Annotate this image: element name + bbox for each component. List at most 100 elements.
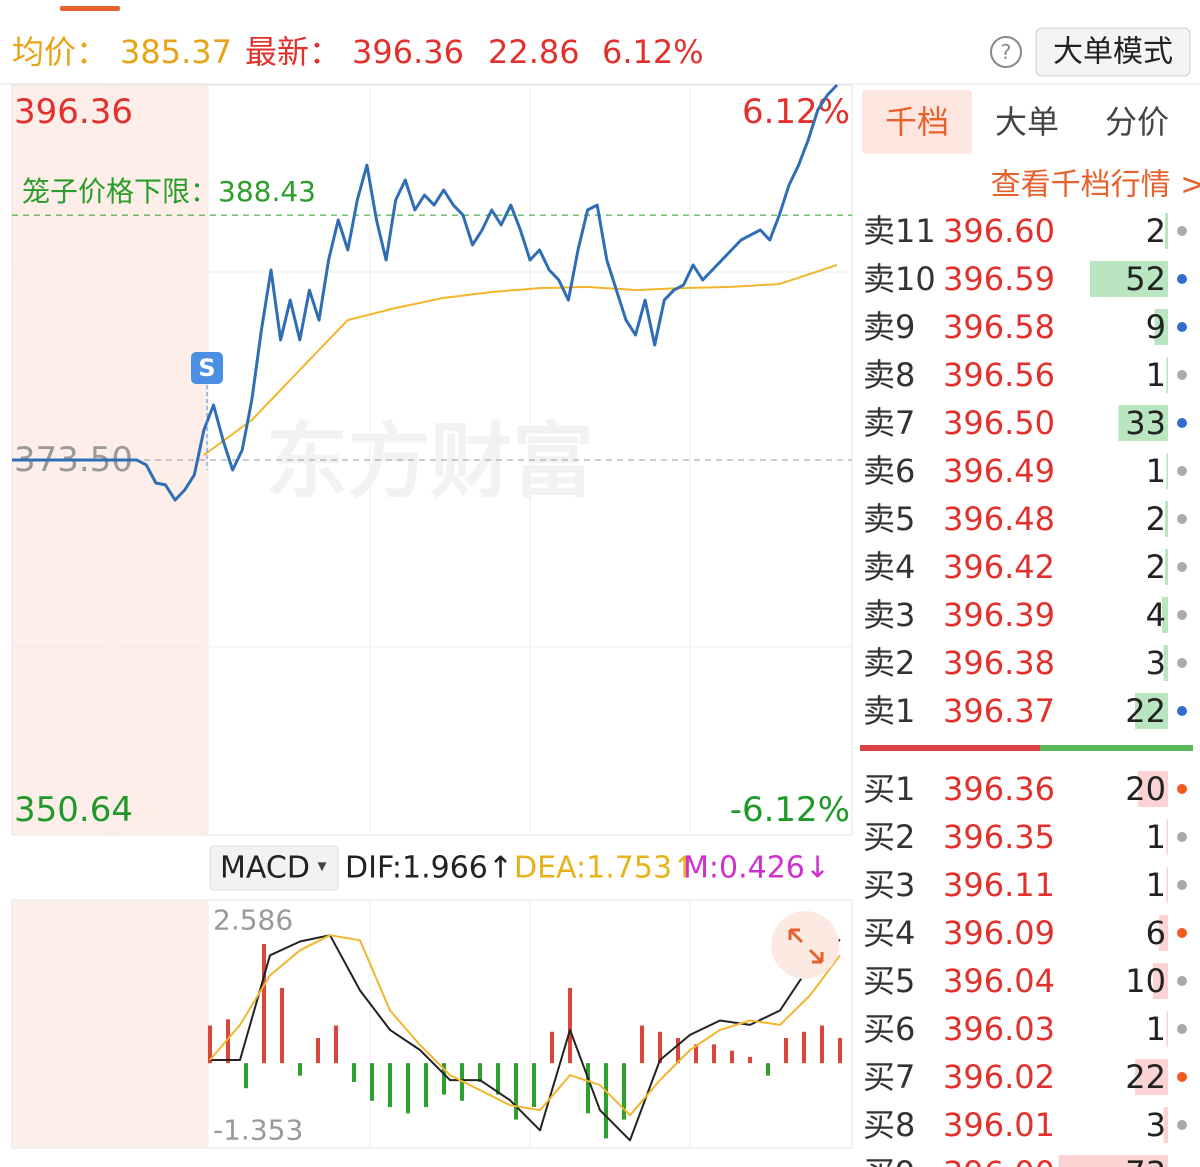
level-dot (1177, 784, 1187, 794)
macd-bar (262, 944, 266, 1064)
macd-bar (496, 1063, 500, 1095)
level-price: 396.58 (943, 308, 1055, 346)
volume-bar (1153, 963, 1168, 999)
macd-bar (730, 1050, 734, 1064)
latest-label: 最新： (245, 33, 341, 71)
expand-button[interactable] (771, 911, 839, 979)
level-dot (1177, 610, 1187, 620)
volume-bar (1166, 1011, 1168, 1047)
tab[interactable]: 大单 (995, 103, 1059, 141)
macd-tick-label: -1.353 (213, 1114, 303, 1147)
y-tick-label: 350.64 (14, 790, 133, 830)
level-dot (1177, 832, 1187, 842)
mode-button[interactable] (1035, 27, 1191, 77)
volume-bar (1165, 549, 1168, 585)
macd-bar (658, 1031, 662, 1064)
y-tick-label: 396.36 (14, 92, 133, 132)
macd-bar (604, 1063, 608, 1139)
level-label: 卖6 (863, 452, 915, 490)
macd-bar (568, 987, 572, 1064)
volume-bar (1166, 357, 1168, 393)
level-dot (1177, 706, 1187, 716)
level-label: 卖2 (863, 644, 915, 682)
macd-bar (640, 1025, 644, 1064)
dropdown-icon[interactable]: ▾ (317, 856, 326, 877)
level-price: 396.37 (943, 692, 1055, 730)
volume-bar (1058, 1155, 1168, 1167)
change: 22.86 (488, 33, 580, 71)
expand-icon (788, 928, 824, 964)
signal-text: S (198, 354, 215, 382)
level-label: 卖5 (863, 500, 915, 538)
macd-bar (280, 987, 284, 1064)
level-dot (1177, 562, 1187, 572)
volume-bar (1135, 1059, 1168, 1095)
macd-bar (748, 1056, 752, 1064)
macd-bar (388, 1063, 392, 1108)
price-line (12, 83, 839, 502)
level-dot (1177, 370, 1187, 380)
level-label: 买5 (863, 962, 915, 1000)
mode-button-text[interactable]: 大单模式 (1053, 35, 1173, 70)
dea-line (209, 934, 841, 1117)
macd-frame (11, 899, 853, 1149)
volume-bar (1165, 213, 1168, 249)
level-price: 396.36 (943, 770, 1055, 808)
level-dot (1177, 322, 1187, 332)
macd-bar (370, 1063, 374, 1101)
volume-bar (1166, 867, 1168, 903)
macd-bar (766, 1063, 770, 1076)
help-icon[interactable] (990, 36, 1022, 68)
volume-bar (1163, 1107, 1168, 1143)
watermark: 东方财富 (266, 415, 594, 510)
level-volume: 20 (1125, 770, 1166, 808)
cage-label: 笼子价格下限：388.43 (22, 175, 316, 208)
level-volume: 1 (1146, 866, 1166, 904)
y2-tick-label: -6.12% (730, 790, 850, 830)
level-price: 396.01 (943, 1106, 1055, 1144)
level-label: 卖11 (863, 212, 936, 250)
level-volume: 52 (1125, 260, 1166, 298)
macd-bar (442, 1063, 446, 1095)
macd-selector-text[interactable]: MACD (220, 851, 310, 886)
level-label: 买3 (863, 866, 915, 904)
level-volume: 3 (1146, 1106, 1166, 1144)
avg-label: 均价： (12, 33, 108, 71)
level-label: 卖7 (863, 404, 915, 442)
macd-bar (784, 1038, 788, 1064)
level-price: 396.11 (943, 866, 1055, 904)
level-price: 396.49 (943, 452, 1055, 490)
depth-link[interactable]: 查看千档行情 > (991, 168, 1200, 203)
change-pct: 6.12% (602, 33, 704, 71)
level-dot (1177, 928, 1187, 938)
level-volume: 73 (1125, 1154, 1166, 1167)
macd-bar (838, 1038, 842, 1064)
level-price: 396.60 (943, 212, 1055, 250)
level-price: 396.09 (943, 914, 1055, 952)
macd-bar (712, 1044, 716, 1064)
macd-bar (352, 1063, 356, 1082)
y2-tick-label: 6.12% (742, 92, 850, 132)
macd-selector[interactable] (209, 845, 339, 891)
level-dot (1177, 514, 1187, 524)
level-volume: 6 (1146, 914, 1166, 952)
macd-bar (316, 1038, 320, 1064)
volume-bar (1135, 693, 1168, 729)
tab-indicator (60, 6, 120, 11)
help-text[interactable]: ? (1001, 40, 1012, 64)
level-label: 卖4 (863, 548, 915, 586)
tab[interactable]: 千档 (885, 103, 949, 141)
volume-bar (1118, 405, 1168, 441)
level-label: 买6 (863, 1010, 915, 1048)
level-label: 卖3 (863, 596, 915, 634)
level-dot (1177, 880, 1187, 890)
level-price: 396.04 (943, 962, 1055, 1000)
level-volume: 3 (1146, 644, 1166, 682)
bid-ratio (1040, 745, 1193, 751)
level-label: 买8 (863, 1106, 915, 1144)
macd-bar (298, 1063, 302, 1076)
level-dot (1177, 1072, 1187, 1082)
tab[interactable]: 分价 (1105, 103, 1169, 141)
